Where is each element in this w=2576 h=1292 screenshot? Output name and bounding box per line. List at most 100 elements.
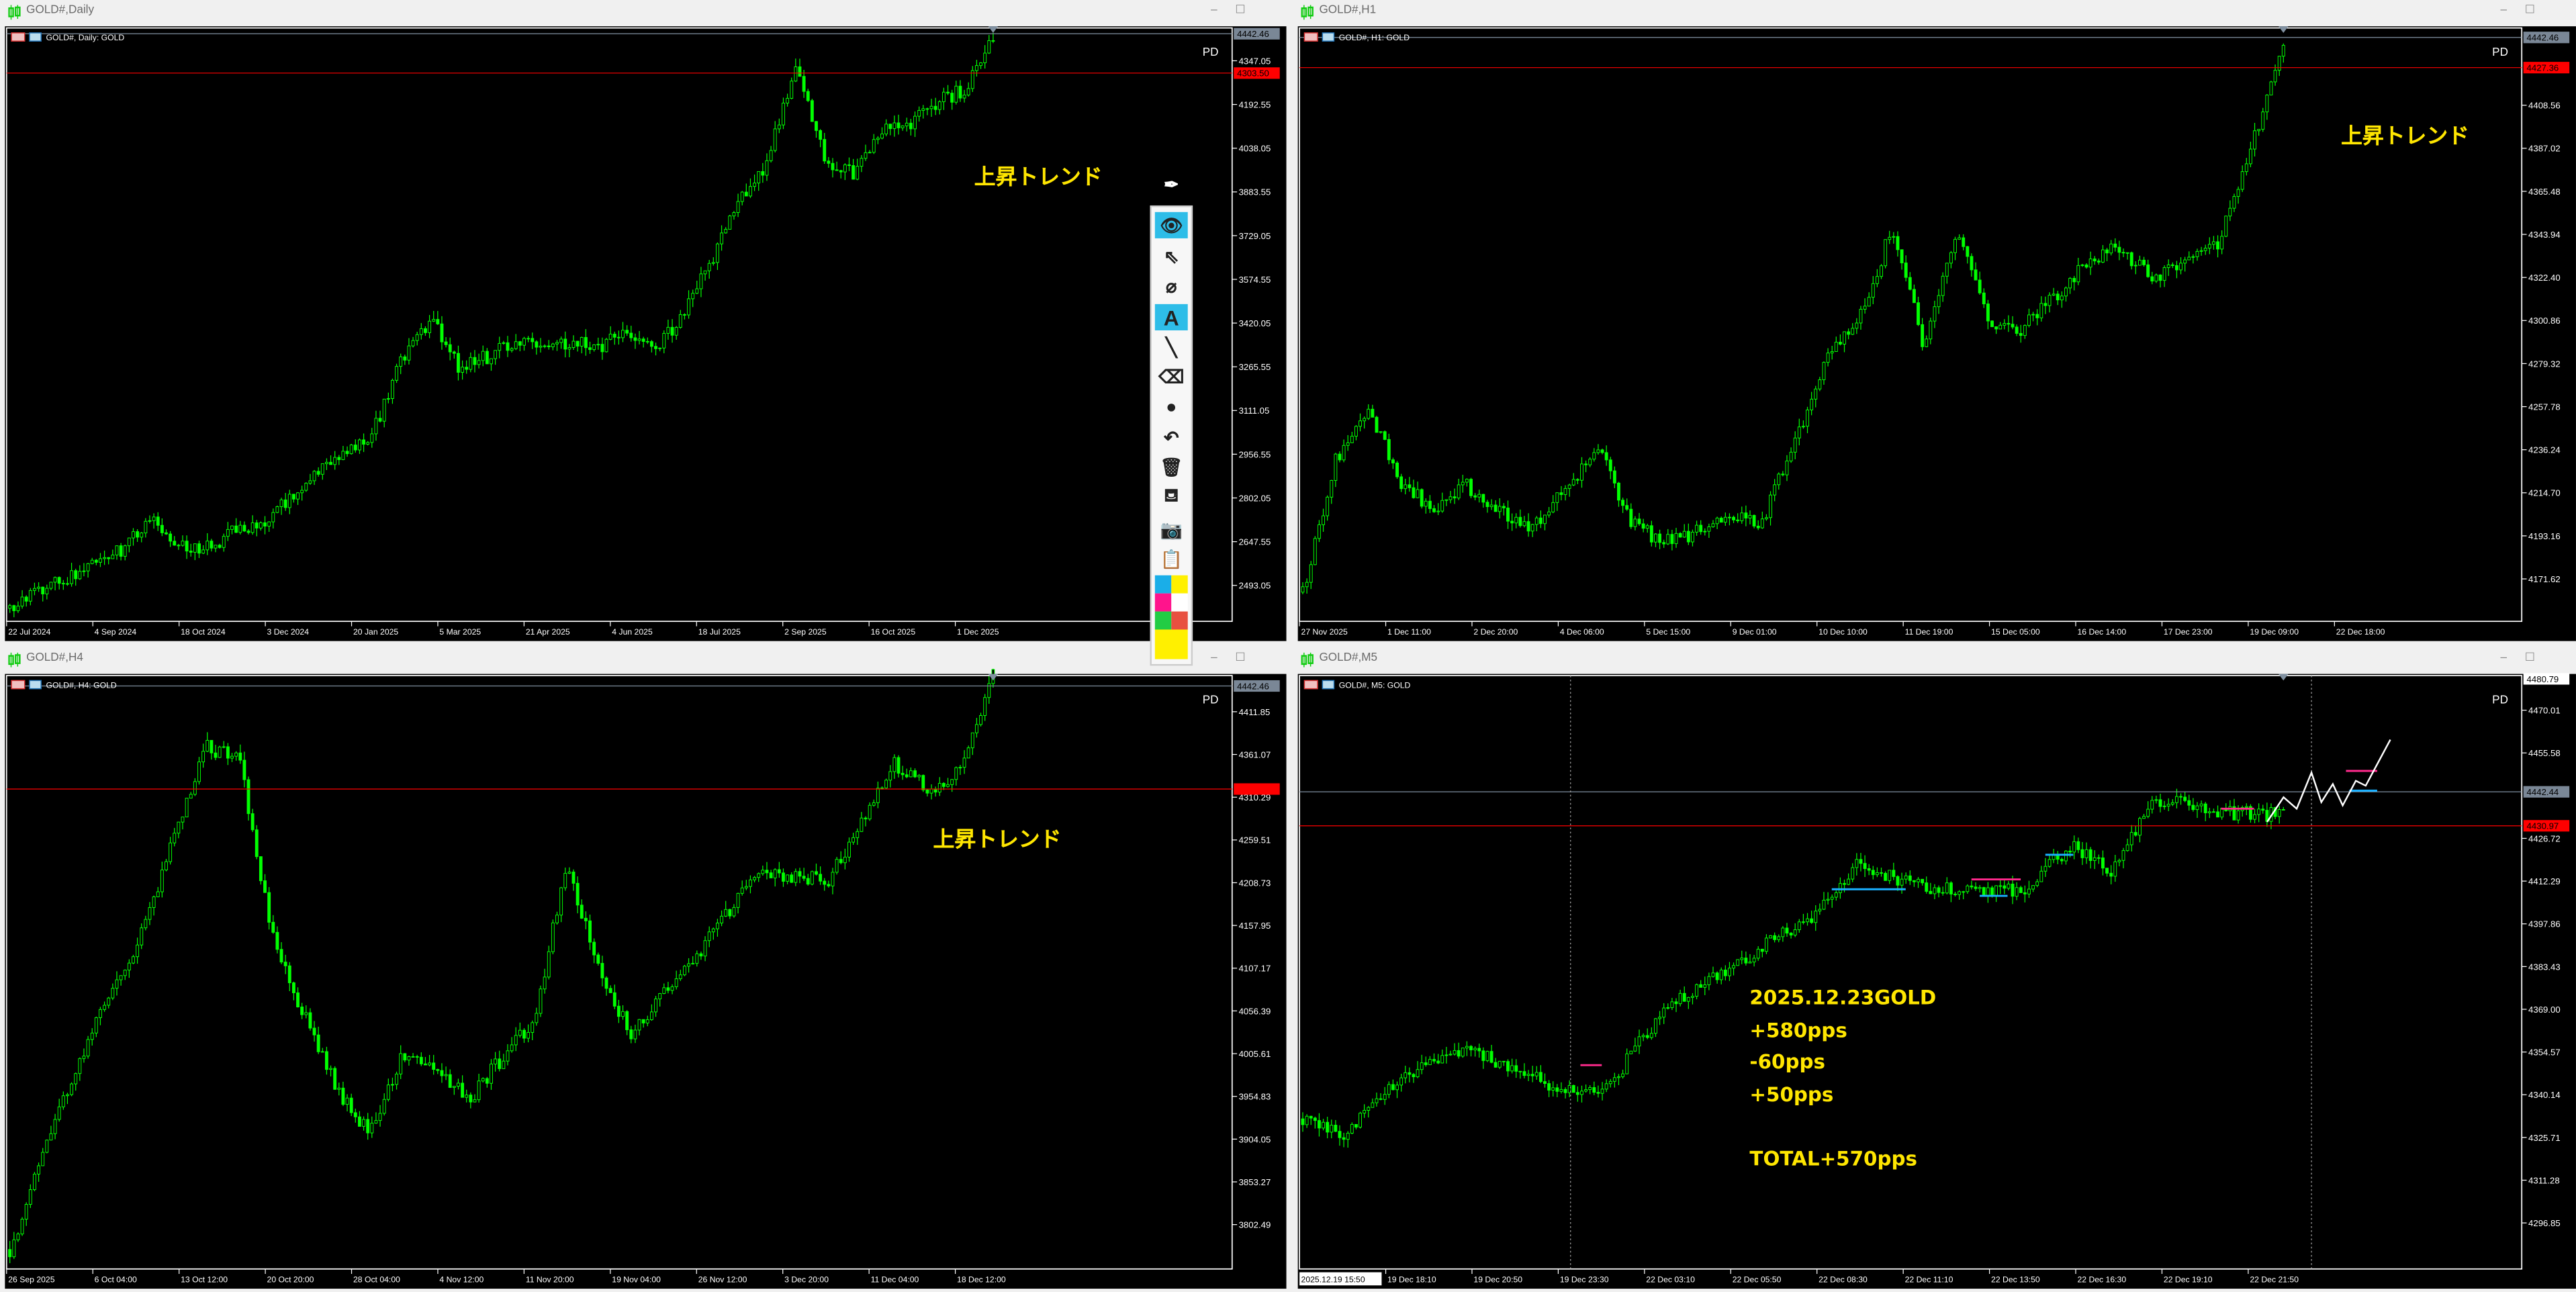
candle-body: [584, 917, 588, 921]
color-swatch[interactable]: [1154, 593, 1172, 612]
price-chart[interactable]: 4470.01 4455.58 4426.72 4412.29 4397.86 4383.…: [1298, 673, 2576, 1289]
pen-tool[interactable]: ✒: [1155, 171, 1188, 197]
one-click-trading-icon[interactable]: [1303, 32, 1318, 42]
shift-marker-icon[interactable]: [2278, 26, 2289, 33]
candle-body: [662, 987, 666, 995]
candle-body: [588, 920, 592, 943]
color-swatch[interactable]: [1154, 629, 1188, 659]
maximize-button[interactable]: ☐: [2524, 652, 2536, 664]
candle-body: [1998, 324, 2003, 330]
candle-body: [2244, 163, 2248, 173]
shift-marker-icon[interactable]: [988, 674, 999, 681]
shift-marker-icon[interactable]: [2278, 674, 2289, 681]
candle-body: [1473, 495, 1477, 498]
chart-window-h4[interactable]: GOLD#,H4 – ☐ 4411.85 4361.07 4310.29 4259.51 42…: [0, 647, 1287, 1292]
minimize-button[interactable]: –: [2500, 652, 2508, 664]
candle-body: [1387, 439, 1391, 461]
window-titlebar[interactable]: GOLD#,M5 – ☐: [1293, 647, 2576, 674]
text-tool[interactable]: A: [1154, 304, 1188, 331]
candle-body: [279, 949, 283, 963]
drawing-toolbar[interactable]: ✒ 👁 ⇖ ⌀ A ╲ ⌫ ● ↶ 🗑 ⛾ 📷 📋: [1150, 175, 1193, 666]
candle-body: [490, 358, 493, 365]
forecast-zigzag-line[interactable]: [2266, 739, 2391, 823]
expert-icon[interactable]: [1322, 32, 1335, 42]
camera-tool[interactable]: 📷: [1155, 516, 1188, 543]
color-swatch[interactable]: [1154, 575, 1172, 594]
window-titlebar[interactable]: GOLD#,Daily – ☐: [0, 0, 1287, 26]
candle-body: [662, 332, 666, 349]
expert-icon[interactable]: [1322, 680, 1335, 690]
expert-icon[interactable]: [29, 680, 42, 690]
maximize-button[interactable]: ☐: [2524, 5, 2536, 17]
candle-body: [753, 183, 757, 187]
chart-window-daily[interactable]: GOLD#,Daily – ☐ 4347.05 4192.55 4038.05 3883.5…: [0, 0, 1287, 645]
candle-body: [1752, 958, 1756, 963]
cursor-arrow-tool[interactable]: ⇖: [1155, 243, 1188, 269]
price-chart[interactable]: 4411.85 4361.07 4310.29 4259.51 4208.73 4157.…: [5, 668, 1286, 1289]
one-click-trading-icon[interactable]: [11, 680, 26, 690]
trend-annotation[interactable]: 上昇トレンド: [974, 166, 1103, 191]
result-annotation[interactable]: 2025.12.23GOLD +580pps -60pps +50pps TOTAL+5…: [1749, 983, 1936, 1175]
candle-body: [1498, 506, 1502, 512]
maximize-button[interactable]: ☐: [1235, 652, 1246, 664]
candle-body: [337, 457, 341, 460]
chart-area[interactable]: 4411.85 4361.07 4310.29 4259.51 4208.73 4157.…: [5, 668, 1287, 1289]
price-tick-label: 4322.40: [2528, 273, 2561, 283]
candle-body: [847, 841, 851, 858]
one-click-trading-icon[interactable]: [11, 32, 26, 42]
candle-body: [173, 833, 177, 843]
chart-area[interactable]: 4408.56 4387.02 4365.48 4343.94 4322.40 4300.…: [1297, 26, 2576, 641]
plot-border: [5, 27, 1233, 622]
color-swatch[interactable]: [1171, 611, 1188, 630]
stopwatch-off-tool[interactable]: ⌀: [1155, 273, 1188, 299]
window-titlebar[interactable]: GOLD#,H4 – ☐: [0, 647, 1287, 674]
candle-body: [428, 320, 432, 333]
trend-annotation[interactable]: 上昇トレンド: [933, 828, 1062, 853]
chart-window-m5[interactable]: GOLD#,M5 – ☐ 4470.01 4455.58 4426.72 4412.29 43…: [1293, 647, 2576, 1292]
shift-marker-icon[interactable]: [988, 26, 999, 33]
candle-body: [839, 170, 843, 173]
candle-body: [2265, 95, 2269, 113]
chart-window-h1[interactable]: GOLD#,H1 – ☐ 4408.56 4387.02 4365.48 4343.94 43…: [1293, 0, 2576, 645]
candle-body: [1498, 1060, 1502, 1068]
result-line: +580pps: [1749, 1018, 1847, 1042]
trade-drawings[interactable]: [1570, 676, 2391, 1269]
candle-body: [2084, 264, 2088, 268]
date-tick-label: 19 Dec 09:00: [2250, 627, 2299, 637]
price-chart[interactable]: 4408.56 4387.02 4365.48 4343.94 4322.40 4300.…: [1298, 26, 2576, 641]
maximize-button[interactable]: ☐: [1235, 5, 1246, 17]
trend-annotation[interactable]: 上昇トレンド: [2341, 125, 2469, 150]
chart-area[interactable]: 4347.05 4192.55 4038.05 3883.55 3729.05 3574.…: [5, 26, 1287, 641]
eraser-tool[interactable]: ⌫: [1155, 363, 1188, 389]
dot-tool[interactable]: ●: [1155, 394, 1188, 420]
candle-body: [2199, 250, 2203, 252]
stopwatch-off-icon: ⌀: [1166, 277, 1177, 297]
price-chart[interactable]: 4347.05 4192.55 4038.05 3883.55 3729.05 3574.…: [5, 26, 1286, 641]
date-tick-label: 5 Mar 2025: [439, 627, 481, 637]
eye-tool[interactable]: 👁: [1154, 212, 1188, 238]
candle-body: [74, 1073, 78, 1085]
price-tick-label: 3904.05: [1239, 1134, 1271, 1144]
trash-tool[interactable]: 🗑: [1155, 454, 1188, 480]
line-tool[interactable]: ╲: [1155, 334, 1188, 360]
easel-tool[interactable]: ⛾: [1155, 485, 1188, 511]
minimize-button[interactable]: –: [1211, 652, 1217, 664]
minimize-button[interactable]: –: [2500, 5, 2508, 17]
candle-body: [2031, 885, 2035, 890]
color-swatch[interactable]: [1171, 575, 1188, 594]
one-click-trading-icon[interactable]: [1303, 680, 1318, 690]
candle-body: [2007, 883, 2011, 889]
candle-body: [353, 445, 357, 451]
minimize-button[interactable]: –: [1211, 5, 1217, 17]
undo-tool[interactable]: ↶: [1155, 424, 1188, 451]
clipboard-tool[interactable]: 📋: [1155, 546, 1188, 572]
chart-area[interactable]: 4470.01 4455.58 4426.72 4412.29 4397.86 4383.…: [1297, 673, 2576, 1289]
expert-icon[interactable]: [29, 32, 42, 42]
color-swatch[interactable]: [1171, 593, 1188, 612]
color-swatch[interactable]: [1154, 611, 1172, 630]
candle-body: [703, 940, 707, 957]
candle-body: [765, 870, 769, 874]
candle-body: [45, 1140, 49, 1153]
candle-body: [1785, 460, 1789, 475]
window-titlebar[interactable]: GOLD#,H1 – ☐: [1293, 0, 2576, 26]
